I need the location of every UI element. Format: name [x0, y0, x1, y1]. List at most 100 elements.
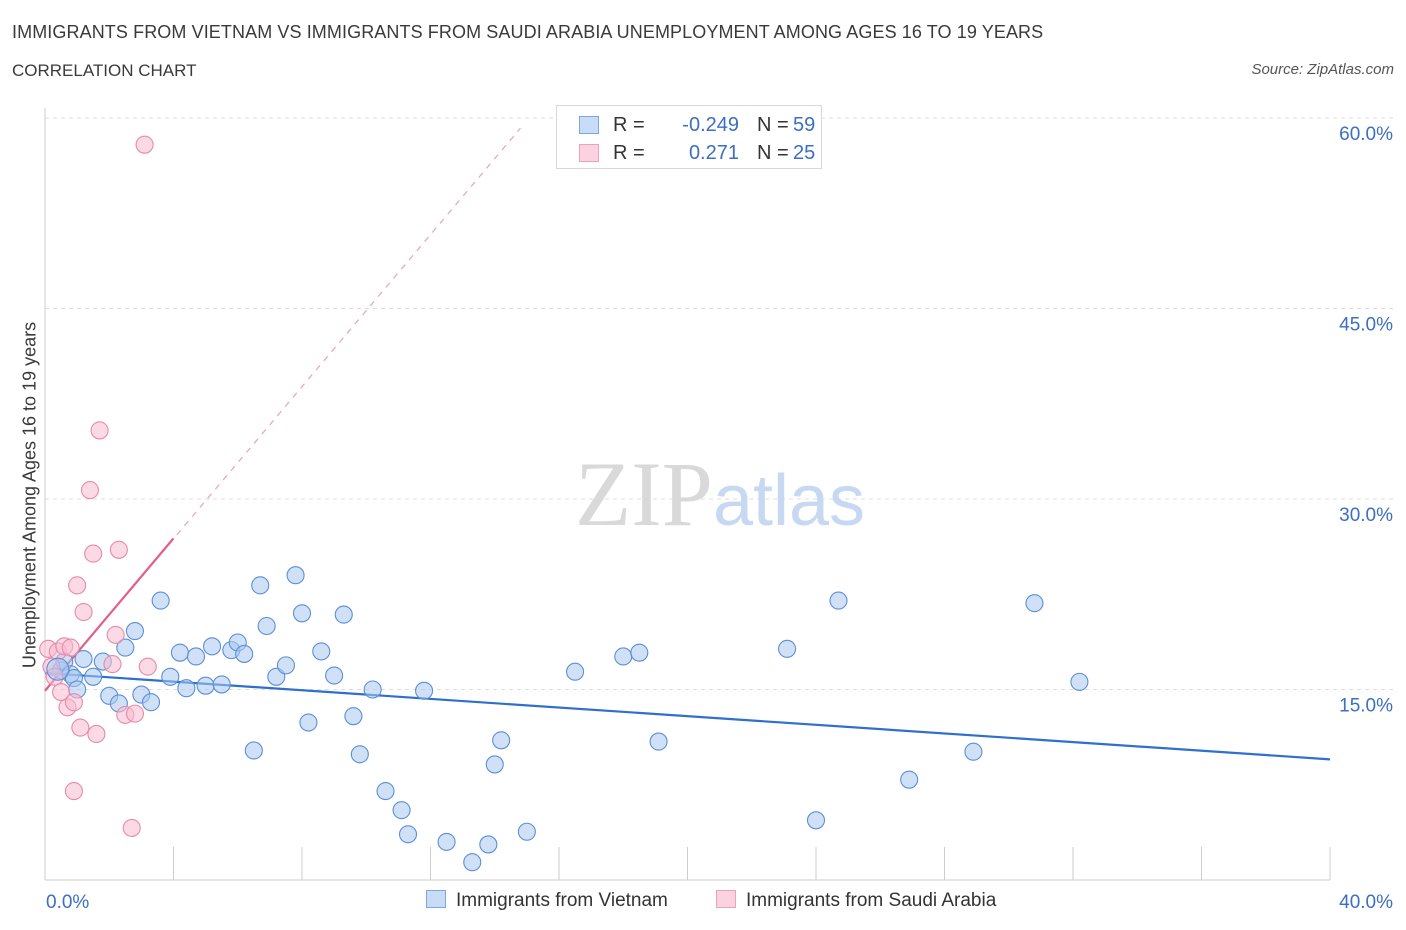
legend-r-value: 0.271: [688, 142, 739, 164]
saudi-point: [125, 704, 144, 723]
y-tick-label: 30.0%: [1339, 505, 1393, 526]
legend-swatch-vietnam: [579, 116, 599, 134]
bottom-legend-label-vietnam: Immigrants from Vietnam: [456, 890, 668, 911]
vietnam-point: [186, 647, 206, 666]
vietnam-point: [630, 643, 649, 662]
tick-labels: 15.0% 30.0% 45.0% 60.0% 0.0% 40.0%: [46, 124, 1393, 913]
vietnam-point: [203, 637, 222, 656]
watermark: ZIPatlas: [575, 443, 865, 545]
vietnam-point: [1070, 672, 1089, 691]
bottom-legend-swatch-saudi: [716, 890, 736, 908]
y-tick-label: 45.0%: [1339, 315, 1393, 336]
vietnam-point: [276, 656, 295, 675]
vietnam-point: [334, 605, 353, 624]
data-points: [39, 135, 1089, 872]
vietnam-point: [286, 566, 305, 585]
vietnam-point: [485, 755, 504, 774]
legend-swatch-saudi: [579, 144, 599, 162]
grid-lines: [45, 117, 1395, 690]
vietnam-point: [170, 643, 189, 662]
vietnam-point: [392, 801, 411, 820]
vietnam-point: [806, 811, 826, 830]
y-tick-label: 60.0%: [1339, 124, 1393, 145]
vietnam-point: [566, 662, 585, 681]
vietnam-point: [900, 770, 919, 789]
bottom-legend-label-saudi: Immigrants from Saudi Arabia: [746, 890, 997, 911]
vietnam-point: [84, 667, 103, 686]
vietnam-point: [161, 667, 180, 686]
bottom-legend-vietnam: Immigrants from Vietnam: [426, 890, 668, 912]
vietnam-point: [125, 622, 144, 641]
source-credit: Source: ZipAtlas.com: [1251, 61, 1394, 78]
vietnam-point: [479, 835, 498, 854]
vietnam-point: [251, 576, 270, 595]
saudi-point: [61, 638, 80, 657]
legend-n-value: 25: [793, 142, 816, 164]
vietnam-point: [292, 604, 312, 623]
vietnam-point: [517, 822, 536, 841]
y-axis-label: Unemployment Among Ages 16 to 19 years: [19, 321, 40, 669]
saudi-point: [84, 544, 103, 563]
vietnam-point: [212, 675, 231, 694]
vietnam-point: [350, 745, 369, 764]
vietnam-point: [415, 681, 434, 700]
vietnam-point: [1025, 594, 1044, 613]
saudi-point: [74, 602, 93, 622]
saudi-point: [71, 718, 90, 737]
vietnam-point: [437, 832, 456, 851]
bottom-legend-swatch-vietnam: [426, 890, 446, 908]
vietnam-point: [46, 657, 70, 681]
legend-r-label: R =: [613, 114, 645, 136]
saudi-point: [64, 693, 83, 712]
saudi-point: [122, 818, 141, 837]
chart-subtitle: CORRELATION CHART: [12, 61, 197, 80]
vietnam-point: [151, 591, 170, 610]
chart-title: IMMIGRANTS FROM VIETNAM VS IMMIGRANTS FR…: [12, 22, 1044, 42]
vietnam-point: [257, 616, 276, 636]
vietnam-point: [492, 731, 511, 750]
saudi-point: [52, 682, 71, 702]
vietnam-point: [363, 680, 382, 699]
vietnam-point: [235, 644, 254, 663]
vietnam-point: [244, 741, 263, 760]
saudi-point: [103, 655, 122, 674]
legend-n-value: 59: [793, 114, 816, 136]
legend-r-label: R =: [613, 142, 645, 164]
saudi-point: [109, 540, 128, 559]
saudi-point: [87, 724, 106, 744]
vietnam-point: [325, 666, 344, 685]
vietnam-point: [463, 853, 482, 872]
legend-r-value: -0.249: [682, 114, 739, 136]
vietnam-point: [141, 693, 161, 712]
saudi-point: [64, 782, 83, 801]
vietnam-point: [829, 591, 848, 610]
vietnam-point: [177, 679, 196, 698]
saudi-point: [135, 135, 154, 154]
correlation-legend: R = -0.249 N = 59 R = 0.271 N = 25: [556, 105, 822, 169]
y-tick-label: 15.0%: [1339, 696, 1393, 717]
vietnam-point: [196, 676, 215, 695]
saudi-point: [106, 625, 125, 644]
saudi-point: [90, 421, 109, 440]
vietnam-point: [614, 647, 633, 666]
vietnam-point: [964, 742, 983, 761]
legend-n-label: N =: [757, 114, 789, 136]
vietnam-point: [649, 732, 668, 751]
x-tick-label: 0.0%: [46, 892, 89, 913]
vietnam-point: [344, 707, 363, 726]
saudi-point: [68, 576, 87, 595]
saudi-point: [80, 481, 100, 500]
vietnam-point: [116, 638, 135, 657]
vietnam-point: [398, 825, 418, 844]
saudi-point: [138, 657, 157, 676]
x-tick-label: 40.0%: [1339, 892, 1393, 913]
vietnam-point: [376, 782, 395, 801]
legend-n-label: N =: [757, 142, 789, 164]
bottom-legend-saudi: Immigrants from Saudi Arabia: [716, 890, 996, 912]
vietnam-trend-line: [44, 671, 1331, 761]
vietnam-point: [74, 649, 93, 669]
vietnam-point: [778, 639, 797, 658]
vietnam-point: [299, 713, 318, 732]
axes: [44, 108, 1331, 881]
